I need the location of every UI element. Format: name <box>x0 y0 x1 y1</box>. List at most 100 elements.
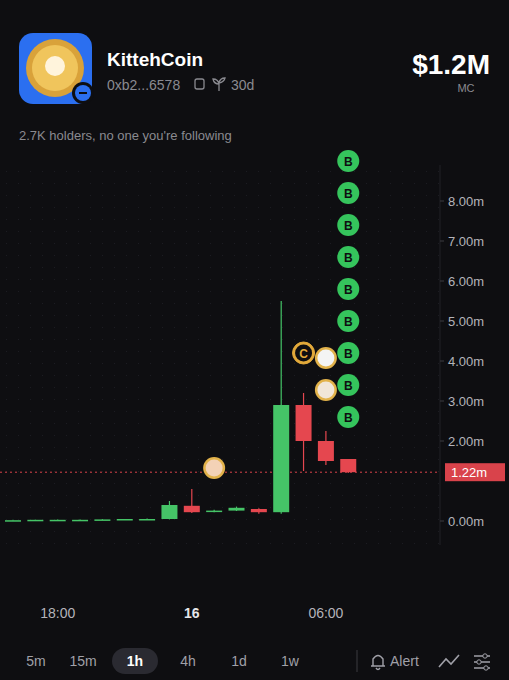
current-price-box <box>445 463 505 481</box>
bg-dot <box>54 531 55 532</box>
bg-dot <box>402 291 403 292</box>
bg-dot <box>162 291 163 292</box>
bg-dot <box>18 411 19 412</box>
line-style-icon[interactable] <box>439 655 459 667</box>
bg-dot <box>42 531 43 532</box>
bg-dot <box>198 207 199 208</box>
bg-dot <box>66 231 67 232</box>
bg-dot <box>198 543 199 544</box>
bg-dot <box>18 363 19 364</box>
bg-dot <box>90 207 91 208</box>
bg-dot <box>66 219 67 220</box>
bg-dot <box>114 387 115 388</box>
bg-dot <box>30 267 31 268</box>
bg-dot <box>6 315 7 316</box>
bg-dot <box>210 291 211 292</box>
y-tick-label: 2.00m <box>448 434 484 449</box>
bg-dot <box>438 543 439 544</box>
trade-marker-label: B <box>344 283 353 297</box>
timeframe-option[interactable]: 5m <box>26 653 45 669</box>
trade-marker <box>337 214 359 236</box>
bg-dot <box>258 351 259 352</box>
bg-dot <box>162 171 163 172</box>
bg-dot <box>90 411 91 412</box>
bg-dot <box>426 387 427 388</box>
bg-dot <box>270 519 271 520</box>
bg-dot <box>234 231 235 232</box>
bg-dot <box>390 543 391 544</box>
timeframe-option[interactable]: 1w <box>281 653 300 669</box>
bg-dot <box>318 231 319 232</box>
bg-dot <box>414 447 415 448</box>
trade-marker-label: B <box>344 219 353 233</box>
bg-dot <box>90 447 91 448</box>
timeframe-option[interactable]: 1h <box>127 653 143 669</box>
bg-dot <box>138 387 139 388</box>
bg-dot <box>390 231 391 232</box>
bg-dot <box>330 279 331 280</box>
timeframe-option[interactable]: 4h <box>180 653 196 669</box>
bg-dot <box>378 459 379 460</box>
bg-dot <box>306 219 307 220</box>
bg-dot <box>78 471 79 472</box>
bg-dot <box>210 495 211 496</box>
bg-dot <box>318 315 319 316</box>
bg-dot <box>330 207 331 208</box>
bg-dot <box>330 219 331 220</box>
bg-dot <box>138 495 139 496</box>
bg-dot <box>246 447 247 448</box>
bg-dot <box>438 231 439 232</box>
timeframe-option[interactable]: 15m <box>69 653 96 669</box>
bg-dot <box>90 291 91 292</box>
bg-dot <box>330 231 331 232</box>
bg-dot <box>126 531 127 532</box>
bg-dot <box>198 183 199 184</box>
bg-dot <box>366 435 367 436</box>
bg-dot <box>246 267 247 268</box>
bg-dot <box>186 531 187 532</box>
alert-button[interactable]: Alert <box>390 653 419 669</box>
bg-dot <box>198 267 199 268</box>
bg-dot <box>294 399 295 400</box>
bg-dot <box>414 183 415 184</box>
bg-dot <box>234 375 235 376</box>
bg-dot <box>42 435 43 436</box>
copy-icon[interactable] <box>195 79 204 89</box>
bg-dot <box>246 507 247 508</box>
bg-dot <box>186 255 187 256</box>
bg-dot <box>174 267 175 268</box>
bg-dot <box>54 459 55 460</box>
bg-dot <box>66 171 67 172</box>
bg-dot <box>114 507 115 508</box>
bg-dot <box>54 219 55 220</box>
bg-dot <box>258 423 259 424</box>
bg-dot <box>318 483 319 484</box>
bg-dot <box>210 387 211 388</box>
trade-marker <box>293 342 315 364</box>
bg-dot <box>282 231 283 232</box>
bg-dot <box>246 411 247 412</box>
bg-dot <box>138 327 139 328</box>
timeframe-option[interactable]: 1d <box>231 653 247 669</box>
bg-dot <box>6 507 7 508</box>
bg-dot <box>6 207 7 208</box>
candle-body <box>206 511 222 512</box>
bg-dot <box>186 447 187 448</box>
bg-dot <box>42 375 43 376</box>
bg-dot <box>126 423 127 424</box>
bg-dot <box>366 363 367 364</box>
bg-dot <box>390 411 391 412</box>
bg-dot <box>354 339 355 340</box>
bg-dot <box>54 195 55 196</box>
bg-dot <box>78 255 79 256</box>
bg-dot <box>102 291 103 292</box>
bg-dot <box>126 435 127 436</box>
bg-dot <box>54 375 55 376</box>
bg-dot <box>198 531 199 532</box>
bg-dot <box>438 219 439 220</box>
bg-dot <box>150 219 151 220</box>
bg-dot <box>342 267 343 268</box>
bg-dot <box>414 351 415 352</box>
bg-dot <box>186 351 187 352</box>
bg-dot <box>42 303 43 304</box>
